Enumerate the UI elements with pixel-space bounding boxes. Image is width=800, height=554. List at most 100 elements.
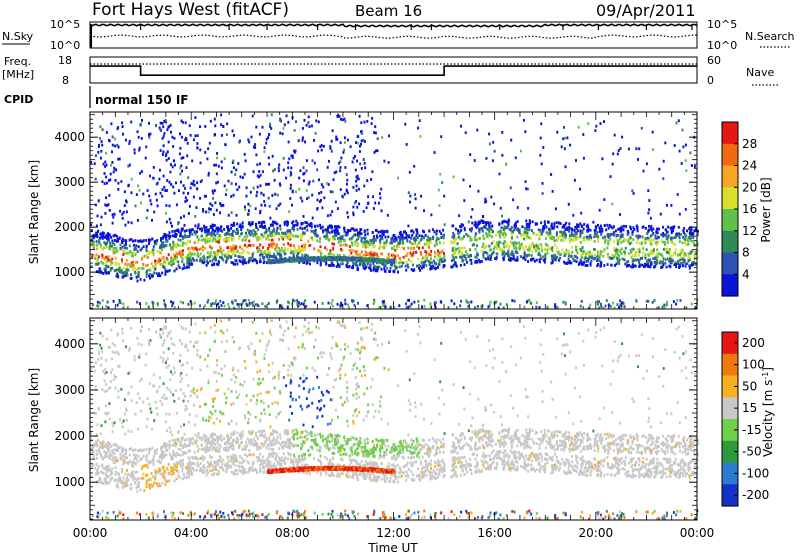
power-cell: [102, 262, 104, 265]
power-cell: [375, 253, 378, 256]
power-cell: [398, 245, 400, 248]
power-cell: [614, 247, 617, 250]
power-cell: [542, 258, 545, 262]
power-cell: [239, 175, 242, 179]
power-cell: [276, 222, 279, 226]
power-cell: [423, 242, 426, 246]
power-cell: [136, 260, 139, 264]
power-cell: [407, 265, 410, 269]
power-cell: [166, 179, 169, 182]
power-cell: [381, 232, 384, 236]
power-cell: [573, 228, 576, 232]
power-cell: [109, 263, 112, 267]
power-cell: [550, 222, 553, 226]
power-cell: [185, 138, 188, 142]
power-cell: [355, 238, 358, 242]
power-cell: [540, 122, 543, 126]
power-cell: [651, 130, 654, 134]
power-cell: [570, 238, 573, 242]
power-cell: [674, 261, 677, 265]
power-cell: [249, 244, 252, 247]
power-cell: [241, 225, 244, 229]
power-cell: [426, 238, 429, 242]
power-cell: [364, 166, 367, 170]
power-cell: [373, 151, 376, 154]
power-cell: [320, 148, 323, 152]
power-cell: [391, 247, 393, 250]
power-cell: [581, 263, 584, 267]
power-cell: [130, 273, 132, 277]
power-cell: [173, 243, 175, 247]
power-cell: [580, 249, 583, 252]
power-cell: [358, 232, 361, 235]
power-cell: [460, 223, 463, 226]
power-cell: [323, 235, 326, 238]
power-cell: [265, 227, 268, 231]
power-cell: [303, 243, 306, 247]
power-cell: [119, 266, 121, 270]
power-cell: [319, 245, 322, 249]
power-cell: [382, 262, 385, 266]
power-cell: [107, 203, 110, 206]
power-cell: [310, 229, 313, 233]
power-cell: [355, 141, 357, 144]
power-cell: [455, 248, 457, 252]
power-cell: [195, 258, 198, 262]
power-cell: [542, 146, 545, 149]
power-cell: [214, 201, 217, 205]
power-cell: [115, 274, 118, 278]
power-cell: [327, 226, 329, 230]
power-cell: [220, 225, 223, 229]
power-cell: [666, 203, 668, 207]
power-cell: [410, 254, 413, 257]
power-cell: [590, 256, 593, 259]
power-cell: [230, 233, 233, 236]
power-cell: [346, 178, 349, 182]
power-cell: [256, 238, 259, 242]
power-cell: [483, 251, 486, 254]
power-cell: [92, 243, 95, 247]
power-cell: [295, 251, 297, 254]
power-cell: [616, 239, 619, 243]
power-cell: [476, 128, 479, 132]
power-cell: [170, 130, 172, 134]
power-cell: [394, 261, 397, 265]
power-cell: [111, 261, 114, 265]
power-cell: [604, 240, 606, 244]
power-cell: [450, 259, 453, 262]
power-cell: [217, 226, 220, 230]
power-cell: [188, 262, 191, 266]
power-cell: [373, 266, 375, 270]
power-cell: [117, 145, 120, 149]
power-cell: [662, 260, 664, 264]
power-cell: [309, 236, 312, 239]
power-cell: [457, 246, 460, 250]
power-cell: [337, 237, 340, 241]
power-cell: [335, 170, 338, 174]
power-cell: [463, 226, 466, 230]
power-cell: [363, 229, 366, 233]
power-cell: [505, 233, 507, 237]
power-cell: [118, 263, 121, 267]
power-cell: [156, 204, 159, 208]
power-cell: [681, 264, 684, 268]
power-cell: [100, 140, 103, 143]
power-cell: [365, 257, 368, 261]
power-cell: [387, 252, 390, 256]
power-cell: [114, 168, 117, 172]
power-cell: [696, 243, 699, 247]
power-cell: [213, 232, 215, 236]
power-cell: [556, 225, 559, 229]
power-cell: [461, 246, 464, 250]
power-cell: [235, 182, 237, 186]
power-cell: [207, 210, 210, 214]
power-cell: [215, 181, 218, 185]
power-cell: [679, 253, 681, 256]
power-cell: [659, 212, 662, 216]
power-cell: [278, 246, 280, 250]
power-cell: [564, 236, 567, 240]
power-cell: [549, 248, 552, 252]
power-cell: [221, 253, 224, 256]
power-cell: [400, 264, 403, 268]
power-cell: [314, 228, 317, 232]
